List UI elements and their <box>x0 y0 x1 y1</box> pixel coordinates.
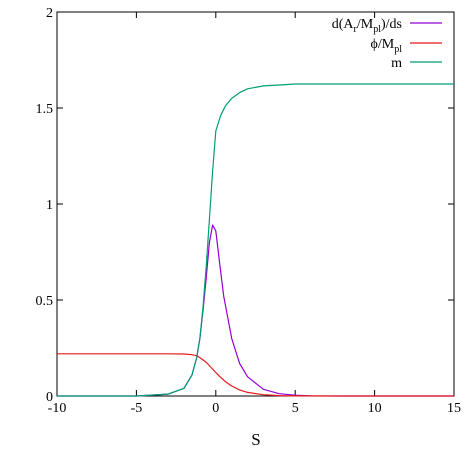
x-tick-label: 0 <box>212 401 219 416</box>
y-tick-label: 1.5 <box>36 102 54 117</box>
x-axis-title: S <box>251 430 260 449</box>
series-lines <box>57 83 454 397</box>
y-tick-label: 0 <box>46 390 53 405</box>
legend-label: ϕ/Mpl <box>371 37 403 55</box>
legend-label: m <box>391 56 402 71</box>
legend-entry-m: m <box>391 56 442 71</box>
x-tick-label: -10 <box>48 401 67 416</box>
x-tick-label: 15 <box>447 401 461 416</box>
x-tick-label: 10 <box>368 401 382 416</box>
derivative-series-line <box>57 224 454 397</box>
phi-series-line <box>57 353 454 397</box>
y-axis-ticks: 0 0.5 1 1.5 2 <box>36 6 454 405</box>
x-tick-label: -5 <box>131 401 143 416</box>
legend-entry-derivative: d(Ar/Mpl)/ds <box>332 17 442 35</box>
y-tick-label: 1 <box>46 198 53 213</box>
y-tick-label: 2 <box>46 6 53 21</box>
y-tick-label: 0.5 <box>36 294 54 309</box>
legend-label: d(Ar/Mpl)/ds <box>332 17 402 35</box>
m-series-line <box>57 83 454 397</box>
x-axis-ticks: -10 -5 0 5 10 15 <box>48 12 461 416</box>
legend-entry-phi: ϕ/Mpl <box>371 37 442 55</box>
x-tick-label: 5 <box>292 401 299 416</box>
